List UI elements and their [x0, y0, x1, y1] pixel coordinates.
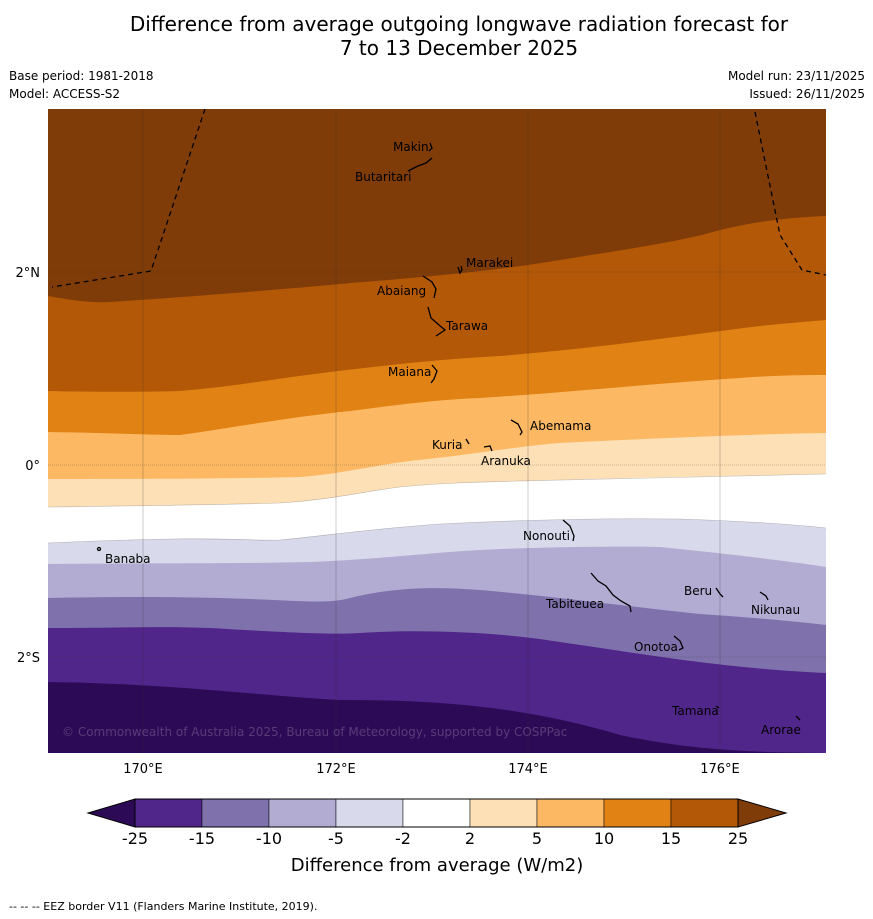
beru-island — [715, 587, 724, 598]
abemama-island — [510, 419, 523, 436]
abaiang-island — [422, 275, 437, 299]
arorae-island — [795, 715, 801, 721]
colorbar-label: Difference from average (W/m2) — [291, 855, 583, 876]
tamana-island — [715, 705, 720, 709]
colorbar-segment — [335, 798, 404, 828]
eez-border — [51, 109, 826, 288]
colorbar-tick-label: 5 — [532, 829, 542, 848]
meta-left: Base period: 1981-2018 Model: ACCESS-S2 — [9, 69, 154, 105]
lat-label: 2°N — [16, 266, 41, 281]
colorbar-tick-label: -25 — [122, 829, 148, 848]
lat-label: 0° — [25, 459, 40, 474]
place-label: Nikunau — [751, 603, 800, 617]
butaritari-island — [407, 157, 433, 172]
nikunau-island — [759, 591, 769, 601]
colorbar-segment — [402, 798, 471, 828]
colorbar-tick-label: 2 — [465, 829, 475, 848]
kuria-island — [465, 438, 470, 445]
place-label: Nonouti — [523, 529, 570, 543]
base-period: Base period: 1981-2018 — [9, 69, 154, 83]
maiana-island — [430, 364, 438, 384]
place-label: Makin — [393, 140, 429, 154]
place-label: Beru — [684, 584, 712, 598]
place-labels: Makin Butaritari Marakei Abaiang Tarawa … — [105, 140, 801, 737]
onotoa-island — [673, 635, 684, 651]
marakei-island — [457, 265, 463, 275]
place-label: Maiana — [388, 365, 431, 379]
place-label: Tarawa — [445, 319, 488, 333]
colorbar-segment — [603, 798, 672, 828]
place-label: Aranuka — [481, 454, 531, 468]
colorbar-segment — [201, 798, 270, 828]
place-label: Arorae — [761, 723, 801, 737]
colorbar-segment — [268, 798, 337, 828]
colorbar-tick-label: 10 — [594, 829, 614, 848]
copyright-watermark: © Commonwealth of Australia 2025, Bureau… — [62, 725, 567, 739]
place-label: Tamana — [671, 704, 719, 718]
tarawa-island — [427, 306, 447, 337]
model-run: Model run: 23/11/2025 — [727, 69, 865, 83]
title-line-2: 7 to 13 December 2025 — [339, 36, 579, 60]
makin-island — [428, 142, 433, 152]
place-label: Banaba — [105, 552, 151, 566]
place-label: Abemama — [530, 419, 591, 433]
place-label: Kuria — [432, 438, 463, 452]
colorbar-tick-label: 15 — [661, 829, 681, 848]
lon-label: 172°E — [316, 762, 356, 777]
colorbar-tick-label: -10 — [256, 829, 282, 848]
tabiteuea-island — [590, 572, 632, 613]
place-label: Marakei — [466, 256, 513, 270]
colorbar-segment — [134, 798, 203, 828]
place-label: Butaritari — [355, 170, 412, 184]
lon-labels: 170°E 172°E 174°E 176°E — [123, 762, 740, 777]
nonouti-island — [562, 519, 575, 542]
island-outlines — [96, 142, 801, 721]
lon-label: 174°E — [508, 762, 548, 777]
lat-labels: 2°N 0° 2°S — [16, 266, 41, 666]
graticule — [48, 109, 826, 753]
colorbar-segment — [536, 798, 605, 828]
title-line-1: Difference from average outgoing longwav… — [129, 12, 789, 36]
colorbar: -25 -15 -10 -5 -2 2 5 10 15 25 Differenc… — [86, 798, 788, 876]
colorbar-tick-label: -5 — [328, 829, 344, 848]
colorbar-segment — [670, 798, 739, 828]
place-label: Abaiang — [377, 284, 426, 298]
banaba-island — [96, 546, 102, 552]
map-title: Difference from average outgoing longwav… — [0, 12, 873, 60]
lon-label: 176°E — [700, 762, 740, 777]
colorbar-tick-label: 25 — [728, 829, 748, 848]
eez-footnote: -- -- -- EEZ border V11 (Flanders Marine… — [9, 900, 318, 913]
colorbar-ticks: -25 -15 -10 -5 -2 2 5 10 15 25 — [122, 829, 748, 848]
meta-right: Model run: 23/11/2025 Issued: 26/11/2025 — [728, 69, 865, 105]
map-area: Makin Butaritari Marakei Abaiang Tarawa … — [48, 109, 826, 753]
lon-label: 170°E — [123, 762, 163, 777]
band-above-25 — [48, 109, 826, 303]
place-label: Onotoa — [634, 640, 678, 654]
place-label: Tabiteuea — [545, 597, 604, 611]
colorbar-tick-label: -15 — [189, 829, 215, 848]
colorbar-tick-label: -2 — [395, 829, 411, 848]
lat-label: 2°S — [17, 651, 40, 666]
issued-date: Issued: 26/11/2025 — [749, 87, 865, 101]
colorbar-min-extend — [86, 798, 136, 828]
aranuka-island — [483, 445, 493, 452]
colorbar-segment — [469, 798, 538, 828]
colorbar-max-extend — [737, 798, 788, 828]
model-name: Model: ACCESS-S2 — [9, 87, 121, 101]
